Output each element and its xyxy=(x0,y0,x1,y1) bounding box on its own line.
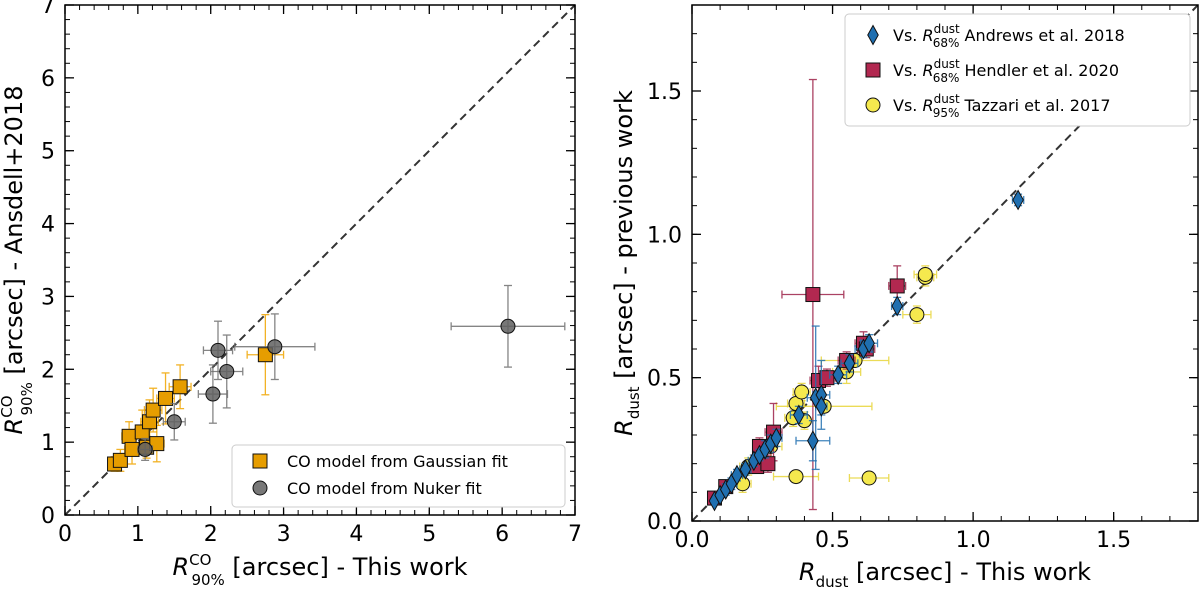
y-tick-label: 0.5 xyxy=(647,367,682,392)
data-point xyxy=(731,464,743,486)
x-tick-label: 4 xyxy=(349,522,363,547)
data-layer xyxy=(706,78,1025,512)
x-tick-label: 7 xyxy=(568,522,582,547)
x-tick-label: 1.0 xyxy=(956,528,991,553)
data-point xyxy=(112,452,128,468)
data-point xyxy=(500,318,516,334)
data-point xyxy=(889,278,905,294)
legend-marker xyxy=(865,62,881,78)
data-point xyxy=(863,332,875,354)
data-point xyxy=(145,402,161,418)
data-point xyxy=(172,379,188,395)
y-tick-label: 0.0 xyxy=(647,510,682,535)
data-point xyxy=(788,469,804,485)
data-point xyxy=(210,342,226,358)
legend-marker xyxy=(252,480,268,496)
data-point xyxy=(121,428,137,444)
data-point xyxy=(166,414,182,430)
legend-marker xyxy=(252,453,268,469)
y-tick-label: 0 xyxy=(41,504,55,529)
ticks: 0.0 0.5 1.0 1.5 0.0 0.5 1.0 1.5 xyxy=(647,4,1199,553)
data-point xyxy=(891,295,904,317)
data-point xyxy=(219,363,235,379)
data-layer xyxy=(107,284,566,472)
data-point xyxy=(739,458,752,480)
data-point xyxy=(793,404,805,426)
data-point xyxy=(815,395,828,417)
y-tick-label: 1 xyxy=(41,431,55,456)
legend-marker xyxy=(865,97,881,113)
data-point xyxy=(267,339,283,355)
x-tick-label: 1.5 xyxy=(1096,528,1131,553)
y-tick-label: 6 xyxy=(41,67,55,92)
data-point xyxy=(1012,189,1024,211)
x-tick-label: 6 xyxy=(495,522,509,547)
legend-label: Vs. Rdust 68% Hendler et al. 2020 xyxy=(893,57,1119,85)
data-point xyxy=(124,441,140,457)
data-point xyxy=(770,427,783,449)
legend-label: Vs. Rdust 68% Andrews et al. 2018 xyxy=(893,22,1125,50)
legend-marker xyxy=(867,24,879,46)
data-point xyxy=(819,370,835,386)
y-tick-label: 1.0 xyxy=(647,223,682,248)
ticks: 0 1 2 3 4 5 6 7 0 1 2 3 4 5 6 7 xyxy=(41,0,582,547)
legend-label: CO model from Gaussian fit xyxy=(287,452,508,471)
y-tick-label: 1.5 xyxy=(647,80,682,105)
data-point xyxy=(843,352,856,374)
series-co-model-from-nuker-fit xyxy=(137,284,566,462)
data-point xyxy=(832,364,844,386)
data-point xyxy=(794,384,810,400)
legend-box xyxy=(844,13,1191,127)
legend-label: CO model from Nuker fit xyxy=(287,479,482,498)
x-axis-label: RCO 90% [arcsec] - This work xyxy=(172,551,467,589)
data-point xyxy=(805,287,821,303)
data-point xyxy=(861,470,877,486)
y-tick-label: 3 xyxy=(41,285,55,310)
x-tick-label: 0 xyxy=(58,522,72,547)
x-tick-label: 2 xyxy=(204,522,218,547)
legend: CO model from Gaussian fit CO model from … xyxy=(231,444,566,508)
data-point xyxy=(807,430,819,452)
legend-box xyxy=(231,444,566,508)
series-co-model-from-gaussian-fit xyxy=(107,313,285,472)
data-point xyxy=(917,266,933,282)
y-tick-label: 4 xyxy=(41,213,55,238)
series-andrews-et-al-2018 xyxy=(708,189,1025,512)
y-tick-label: 7 xyxy=(41,0,55,19)
data-point xyxy=(137,441,153,457)
data-point xyxy=(158,390,174,406)
y-axis-label: Rdust [arcsec] - previous work xyxy=(610,90,643,436)
x-tick-label: 1 xyxy=(131,522,145,547)
legend-label: Vs. Rdust 95% Tazzari et al. 2017 xyxy=(893,92,1111,120)
data-point xyxy=(909,307,925,323)
data-point xyxy=(760,456,776,472)
x-tick-label: 0.0 xyxy=(675,528,710,553)
x-tick-label: 5 xyxy=(422,522,436,547)
plot-frame xyxy=(64,4,576,516)
left-panel-co-radius: 0 1 2 3 4 5 6 7 0 1 2 3 4 5 6 7 RCO 90% [arcsec] - This w… xyxy=(0,0,582,589)
x-tick-label: 0.5 xyxy=(815,528,850,553)
y-tick-label: 2 xyxy=(41,358,55,383)
y-tick-label: 5 xyxy=(41,140,55,165)
y-axis-label: RCO 90% [arcsec] - Ansdell+2018 xyxy=(0,86,36,435)
series-hendler-et-al-2020 xyxy=(706,78,907,511)
data-point xyxy=(205,386,221,402)
x-tick-label: 3 xyxy=(277,522,291,547)
x-axis-label: Rdust [arcsec] - This work xyxy=(799,558,1091,591)
legend: Vs. Rdust 68% Andrews et al. 2018 Vs. Rdus… xyxy=(844,13,1191,127)
